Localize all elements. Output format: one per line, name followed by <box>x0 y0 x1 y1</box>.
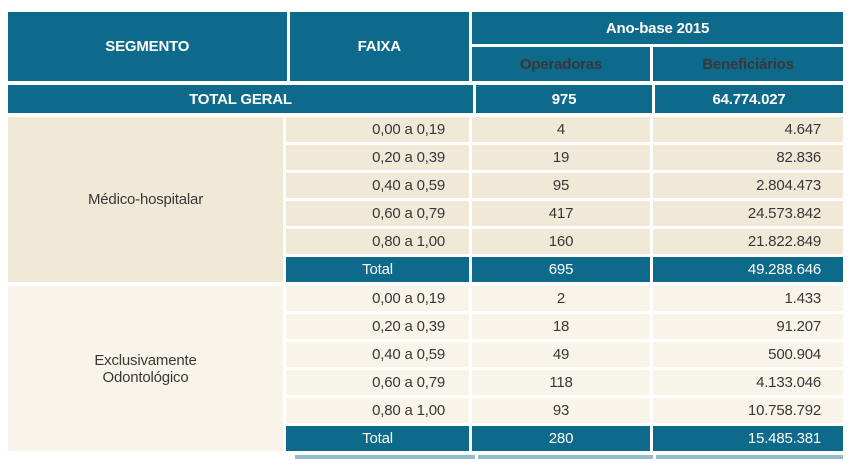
beneficiarios-cell: 4.133.046 <box>653 370 843 395</box>
faixa-cell: 0,40 a 0,59 <box>286 173 469 198</box>
total-label-cell: Total <box>286 426 469 451</box>
operadoras-cell: 417 <box>472 201 650 226</box>
segment-name-cell: Médico-hospitalar <box>8 117 283 282</box>
faixa-cell: 0,00 a 0,19 <box>286 117 469 142</box>
beneficiarios-cell: 4.647 <box>653 117 843 142</box>
operadoras-cell: 2 <box>472 286 650 311</box>
table-row: 0,20 a 0,39 19 82.836 <box>283 145 843 170</box>
total-beneficiarios-cell: 15.485.381 <box>653 426 843 451</box>
header-anobase-group: Ano-base 2015 Operadoras Beneficiários <box>472 12 843 81</box>
bottom-edge-segment <box>478 455 654 459</box>
table-row: 0,20 a 0,39 18 91.207 <box>283 314 843 339</box>
beneficiarios-cell: 21.822.849 <box>653 229 843 254</box>
table-row: 0,60 a 0,79 118 4.133.046 <box>283 370 843 395</box>
total-operadoras-cell: 695 <box>472 257 650 282</box>
table-row: 0,40 a 0,59 49 500.904 <box>283 342 843 367</box>
faixa-cell: 0,40 a 0,59 <box>286 342 469 367</box>
col-header-beneficiarios: Beneficiários <box>653 47 843 81</box>
table-row: 0,40 a 0,59 95 2.804.473 <box>283 173 843 198</box>
col-header-operadoras: Operadoras <box>472 47 650 81</box>
faixa-cell: 0,20 a 0,39 <box>286 145 469 170</box>
table-row: 0,60 a 0,79 417 24.573.842 <box>283 201 843 226</box>
table-header: SEGMENTO FAIXA Ano-base 2015 Operadoras … <box>8 12 843 81</box>
table-row: 0,80 a 1,00 160 21.822.849 <box>283 229 843 254</box>
col-header-segmento: SEGMENTO <box>8 12 287 81</box>
faixa-cell: 0,00 a 0,19 <box>286 286 469 311</box>
operadoras-cell: 160 <box>472 229 650 254</box>
operadoras-cell: 93 <box>472 398 650 423</box>
table-bottom-edge <box>295 455 843 459</box>
faixa-cell: 0,80 a 1,00 <box>286 229 469 254</box>
operadoras-cell: 118 <box>472 370 650 395</box>
total-beneficiarios-cell: 49.288.646 <box>653 257 843 282</box>
faixa-cell: 0,20 a 0,39 <box>286 314 469 339</box>
operadoras-cell: 19 <box>472 145 650 170</box>
total-operadoras-cell: 280 <box>472 426 650 451</box>
faixa-cell: 0,80 a 1,00 <box>286 398 469 423</box>
bottom-edge-segment <box>295 455 476 459</box>
beneficiarios-cell: 91.207 <box>653 314 843 339</box>
operadoras-cell: 18 <box>472 314 650 339</box>
segment-medico-hospitalar: Médico-hospitalar 0,00 a 0,19 4 4.647 0,… <box>8 117 843 282</box>
total-geral-label: TOTAL GERAL <box>8 85 473 113</box>
table-row: 0,00 a 0,19 2 1.433 <box>283 286 843 311</box>
operadoras-cell: 95 <box>472 173 650 198</box>
table-row: 0,80 a 1,00 93 10.758.792 <box>283 398 843 423</box>
total-geral-row: TOTAL GERAL 975 64.774.027 <box>8 85 843 113</box>
table-row: 0,00 a 0,19 4 4.647 <box>283 117 843 142</box>
operadoras-cell: 4 <box>472 117 650 142</box>
col-header-ano-base: Ano-base 2015 <box>472 12 843 44</box>
faixa-cell: 0,60 a 0,79 <box>286 370 469 395</box>
segment-exclusivamente-odontologico: Exclusivamente Odontológico 0,00 a 0,19 … <box>8 286 843 451</box>
segment-total-row: Total 695 49.288.646 <box>283 257 843 282</box>
beneficiarios-cell: 2.804.473 <box>653 173 843 198</box>
beneficiarios-cell: 10.758.792 <box>653 398 843 423</box>
segment-total-row: Total 280 15.485.381 <box>283 426 843 451</box>
total-geral-operadoras: 975 <box>475 85 653 113</box>
col-header-faixa: FAIXA <box>289 12 469 81</box>
bottom-edge-segment <box>656 455 843 459</box>
segment-name-cell: Exclusivamente Odontológico <box>8 286 283 451</box>
operadoras-cell: 49 <box>472 342 650 367</box>
total-geral-beneficiarios: 64.774.027 <box>655 85 843 113</box>
beneficiarios-cell: 500.904 <box>653 342 843 367</box>
total-label-cell: Total <box>286 257 469 282</box>
beneficiarios-cell: 82.836 <box>653 145 843 170</box>
faixa-cell: 0,60 a 0,79 <box>286 201 469 226</box>
beneficiarios-cell: 1.433 <box>653 286 843 311</box>
data-table: SEGMENTO FAIXA Ano-base 2015 Operadoras … <box>8 12 843 459</box>
beneficiarios-cell: 24.573.842 <box>653 201 843 226</box>
